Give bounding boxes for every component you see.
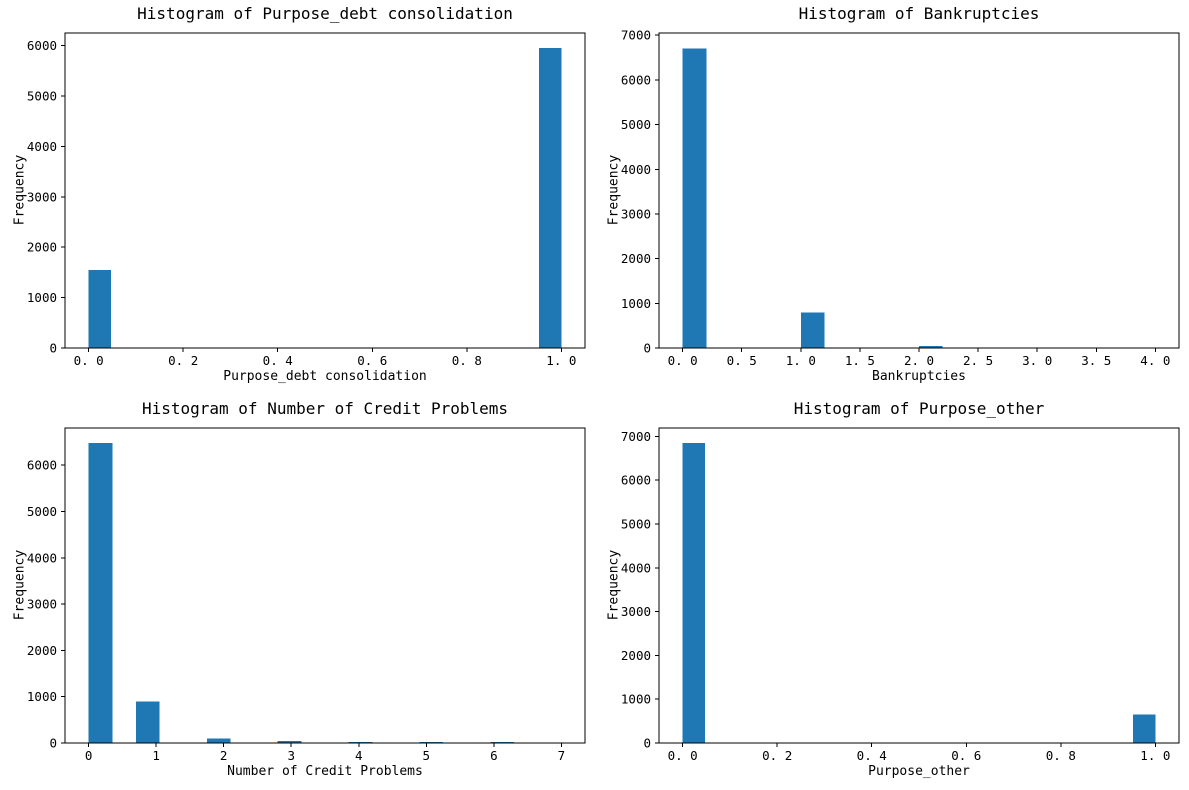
axes-frame — [658, 32, 1180, 349]
y-tick-label: 5000 — [27, 504, 57, 519]
x-tick-label: 1 — [152, 748, 160, 763]
x-tick-label: 0. 6 — [951, 748, 981, 763]
histogram-bar — [88, 269, 112, 348]
plot-area: 0 1 2 3 4 5 6 7 0 1000 2000 3000 4000 5000 6000 — [27, 427, 586, 763]
x-tick-label: 0. 6 — [357, 353, 387, 368]
histogram-bar — [277, 741, 302, 743]
histogram-bar — [490, 741, 515, 743]
y-tick-label: 4000 — [27, 139, 57, 154]
y-tick-label: 1000 — [621, 296, 651, 311]
x-tick-label: 2. 5 — [963, 353, 993, 368]
y-tick-label: 5000 — [621, 517, 651, 532]
subplot-purpose-debt-consolidation: Histogram of Purpose_debt consolidation … — [0, 0, 594, 395]
plot-area: 0. 0 0. 2 0. 4 0. 6 0. 8 1. 0 0 1000 2000 3000 400… — [621, 427, 1180, 763]
y-tick-label: 3000 — [27, 189, 57, 204]
x-tick-label: 0. 2 — [168, 353, 198, 368]
x-tick-label: 0. 4 — [263, 353, 293, 368]
y-tick-label: 2000 — [621, 251, 651, 266]
y-tick-label: 1000 — [27, 689, 57, 704]
y-tick-label: 1000 — [621, 692, 651, 707]
x-tick-label: 4. 0 — [1140, 353, 1170, 368]
x-tick-label: 4 — [355, 748, 363, 763]
y-tick-label: 3000 — [27, 597, 57, 612]
histogram-bar — [538, 48, 562, 349]
subplot-bankruptcies: Histogram of Bankruptcies Frequency Bank… — [594, 0, 1189, 395]
y-tick-label: 3000 — [621, 604, 651, 619]
y-tick-label: 2000 — [27, 240, 57, 255]
x-tick-label: 2. 0 — [904, 353, 934, 368]
y-tick-label: 4000 — [621, 560, 651, 575]
x-tick-label: 3 — [287, 748, 295, 763]
x-tick-label: 0. 8 — [452, 353, 482, 368]
y-tick-label: 6000 — [27, 38, 57, 53]
y-tick-label: 0 — [643, 341, 651, 356]
x-axis-label: Number of Credit Problems — [227, 764, 423, 779]
y-tick-label: 7000 — [621, 28, 651, 43]
y-tick-label: 4000 — [621, 162, 651, 177]
y-tick-label: 0 — [49, 341, 57, 356]
x-tick-label: 0. 0 — [668, 353, 698, 368]
x-axis-label: Purpose_other — [868, 764, 970, 779]
y-tick-label: 4000 — [27, 550, 57, 565]
x-tick-label: 0. 5 — [727, 353, 757, 368]
x-tick-label: 0 — [85, 748, 93, 763]
y-tick-label: 3000 — [621, 206, 651, 221]
plot-title: Histogram of Number of Credit Problems — [141, 399, 509, 418]
x-tick-label: 5 — [423, 748, 431, 763]
x-axis-label: Bankruptcies — [872, 369, 966, 384]
axes-frame — [658, 427, 1180, 744]
x-tick-label: 3. 0 — [1022, 353, 1052, 368]
x-tick-label: 1. 5 — [845, 353, 875, 368]
histogram-bar — [88, 443, 113, 743]
x-tick-label: 1. 0 — [1140, 748, 1170, 763]
plot-area: 0. 0 0. 2 0. 4 0. 6 0. 8 1. 0 0 1000 2000 3000 400… — [27, 32, 586, 368]
histogram-bar — [682, 48, 707, 348]
y-tick-label: 0 — [643, 736, 651, 751]
histogram-bar — [206, 738, 231, 743]
histogram-bar — [1132, 714, 1156, 743]
y-tick-label: 5000 — [27, 88, 57, 103]
y-tick-label: 6000 — [621, 72, 651, 87]
histogram-bar — [135, 701, 160, 743]
x-tick-label: 6 — [490, 748, 498, 763]
y-tick-label: 2000 — [27, 643, 57, 658]
y-tick-label: 6000 — [27, 458, 57, 473]
x-tick-label: 3. 5 — [1081, 353, 1111, 368]
histogram-bar — [800, 312, 825, 348]
x-tick-label: 0. 0 — [668, 748, 698, 763]
x-tick-label: 1. 0 — [546, 353, 576, 368]
x-tick-label: 0. 2 — [762, 748, 792, 763]
histogram-bar — [682, 443, 706, 743]
histogram-bar — [919, 346, 943, 348]
x-tick-label: 0. 0 — [74, 353, 104, 368]
histogram-bar — [419, 741, 444, 743]
y-tick-label: 1000 — [27, 290, 57, 305]
plot-area: 0. 0 0. 5 1. 0 1. 5 2. 0 2. 5 3. 0 3. 5 4. 0 0 100… — [621, 28, 1180, 368]
x-tick-label: 0. 8 — [1046, 748, 1076, 763]
plot-title: Histogram of Bankruptcies — [798, 4, 1040, 23]
y-tick-label: 7000 — [621, 429, 651, 444]
x-tick-label: 7 — [558, 748, 566, 763]
y-tick-label: 2000 — [621, 648, 651, 663]
axes-frame — [64, 427, 586, 744]
y-tick-label: 5000 — [621, 117, 651, 132]
y-tick-label: 6000 — [621, 473, 651, 488]
x-tick-label: 2 — [220, 748, 228, 763]
axes-frame — [64, 32, 586, 349]
plot-title: Histogram of Purpose_debt consolidation — [137, 4, 513, 23]
x-axis-label: Purpose_debt consolidation — [223, 369, 427, 384]
plot-title: Histogram of Purpose_other — [793, 399, 1045, 418]
y-tick-label: 0 — [49, 736, 57, 751]
subplot-number-of-credit-problems: Histogram of Number of Credit Problems F… — [0, 395, 594, 790]
x-tick-label: 0. 4 — [857, 748, 887, 763]
x-tick-label: 1. 0 — [786, 353, 816, 368]
subplot-purpose-other: Histogram of Purpose_other Frequency Pur… — [594, 395, 1189, 790]
